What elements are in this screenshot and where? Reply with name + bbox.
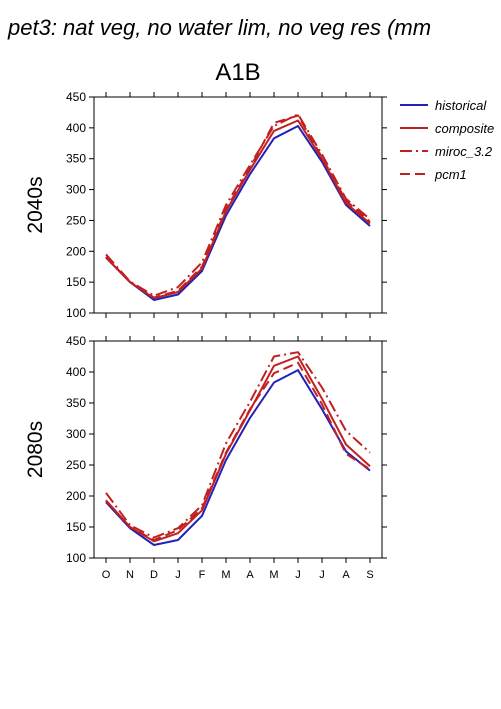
x-tick-label: F — [199, 569, 206, 581]
y-tick-label: 400 — [66, 121, 86, 135]
x-tick-label: J — [319, 569, 325, 581]
y-tick-label: 100 — [66, 551, 86, 565]
y-tick-label: 150 — [66, 520, 86, 534]
x-tick-label: M — [221, 569, 230, 581]
x-tick-label: D — [150, 569, 158, 581]
legend-label: composite — [435, 121, 494, 136]
series-line-pcm1 — [105, 361, 371, 541]
x-tick-label: A — [246, 569, 254, 581]
x-tick-label: M — [269, 569, 278, 581]
y-tick-label: 300 — [66, 183, 86, 197]
series-line-miroc-3-2 — [105, 113, 371, 297]
y-tick-label: 350 — [66, 396, 86, 410]
series-line-historical — [105, 369, 371, 546]
y-tick-label: 200 — [66, 244, 86, 258]
panel-2080s: 100 150 200 250 300 350 400 450 O N D J F M A M J J A S 2080… — [24, 334, 387, 581]
y-tick-label: 250 — [66, 213, 86, 227]
x-tick-label: O — [102, 569, 111, 581]
series-line-miroc-3-2 — [105, 351, 371, 539]
y-tick-label: 150 — [66, 275, 86, 289]
y-tick-label: 400 — [66, 365, 86, 379]
y-tick-label: 200 — [66, 489, 86, 503]
series-line-historical — [105, 125, 371, 301]
series-line-pcm1 — [105, 114, 371, 299]
y-tick-label: 250 — [66, 458, 86, 472]
x-tick-label: J — [175, 569, 181, 581]
y-tick-label: 100 — [66, 306, 86, 320]
x-tick-label: A — [342, 569, 350, 581]
y-axis-label: 2080s — [24, 421, 47, 478]
x-tick-label: J — [295, 569, 301, 581]
y-axis-label: 2040s — [24, 176, 47, 233]
legend-label: miroc_3.2 — [435, 144, 493, 159]
plot-frame — [93, 340, 383, 559]
legend: historical composite miroc_3.2 pcm1 — [400, 98, 494, 182]
legend-label: historical — [435, 98, 487, 113]
panel-2040s: 100 150 200 250 300 350 400 450 2040s — [24, 90, 387, 320]
y-tick-label: 300 — [66, 427, 86, 441]
figure-title: pet3: nat veg, no water lim, no veg res … — [7, 15, 431, 40]
legend-label: pcm1 — [434, 167, 467, 182]
y-tick-label: 450 — [66, 90, 86, 104]
x-tick-label: S — [366, 569, 373, 581]
y-tick-label: 350 — [66, 152, 86, 166]
series-line-composite — [105, 355, 371, 543]
y-tick-label: 450 — [66, 334, 86, 348]
scenario-title: A1B — [215, 59, 260, 86]
series-line-composite — [105, 119, 371, 300]
x-tick-label: N — [126, 569, 134, 581]
plot-frame — [93, 96, 383, 314]
